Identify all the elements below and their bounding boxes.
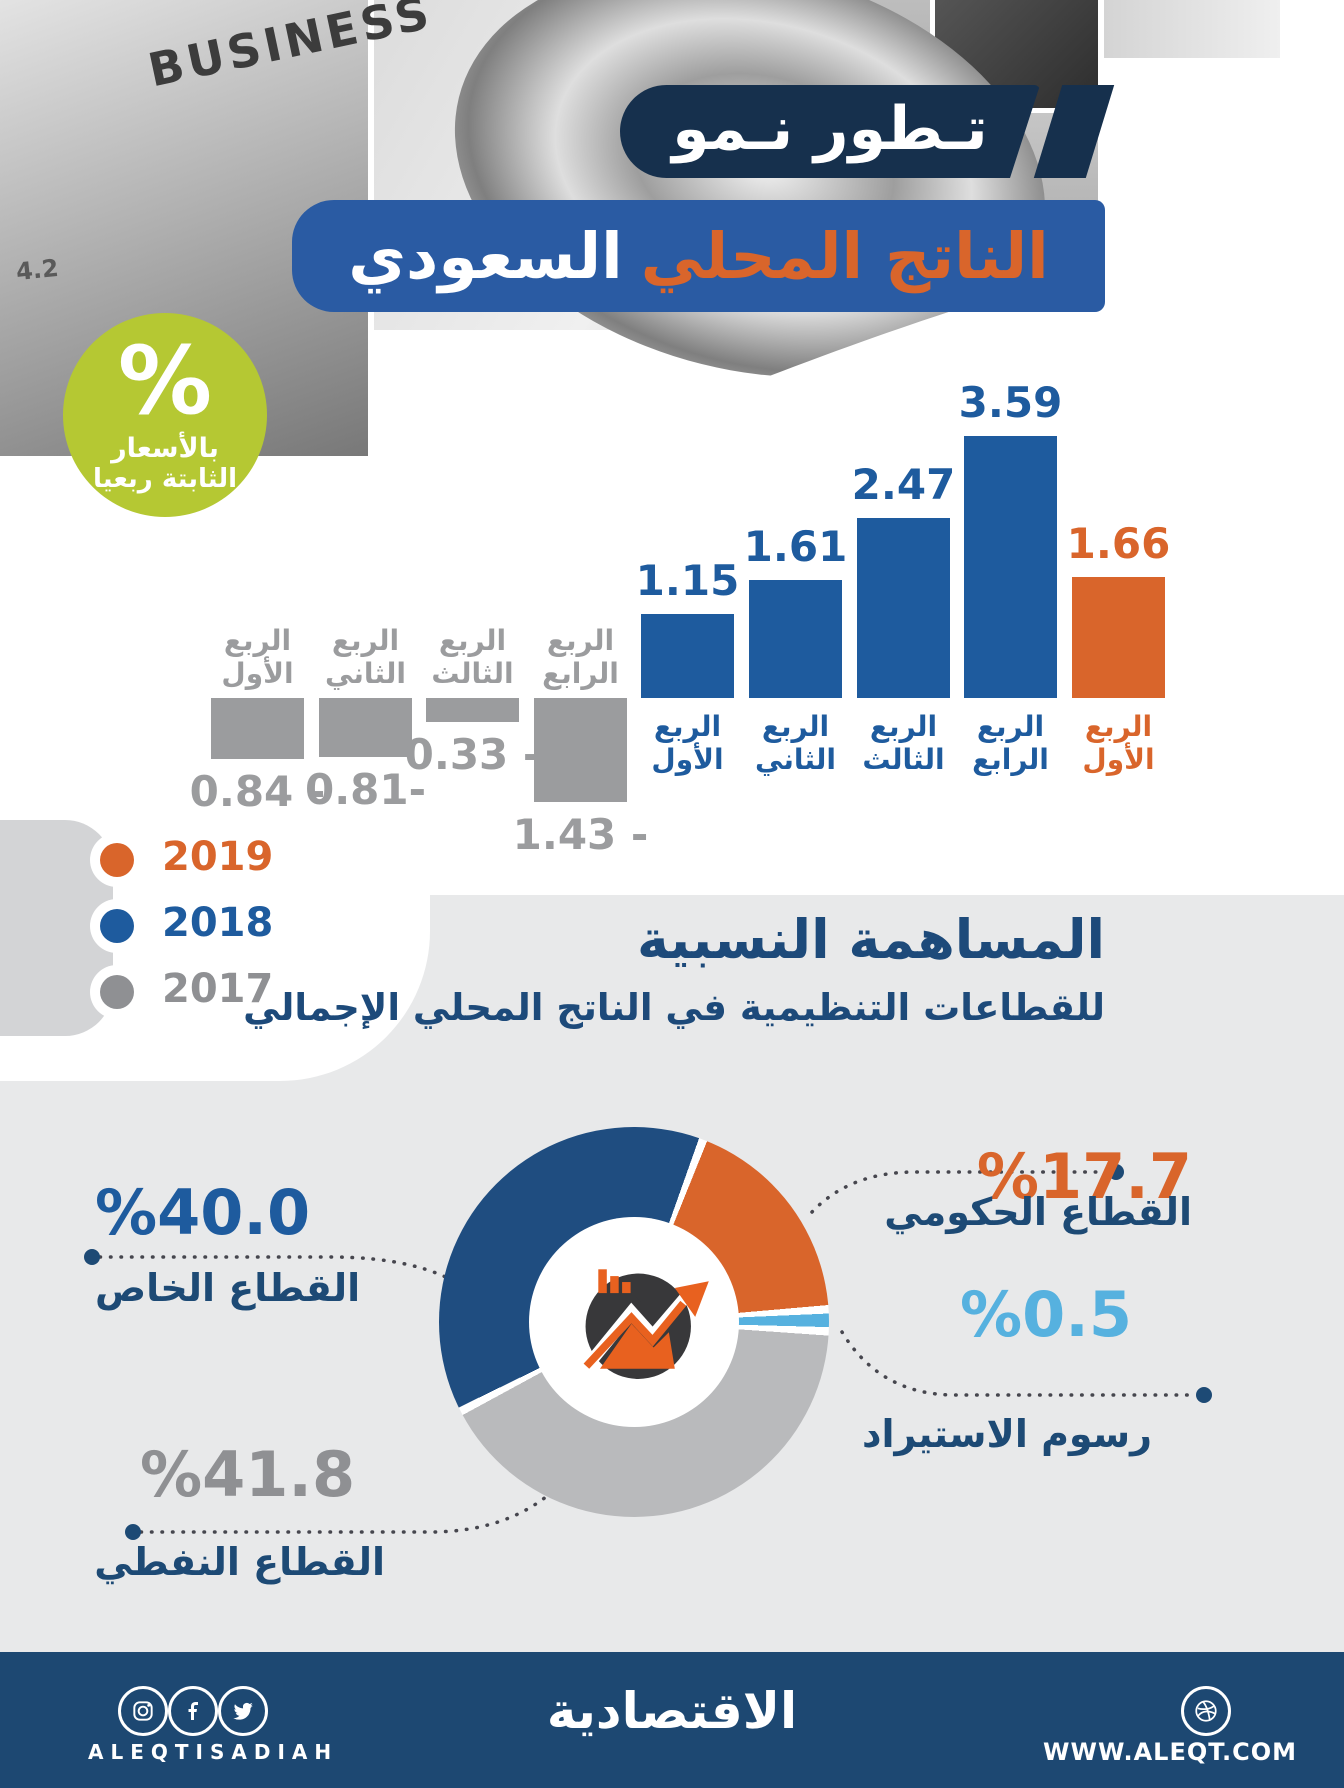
legend-dot-2017 xyxy=(100,975,134,1009)
connector-oil xyxy=(139,1490,554,1534)
bar xyxy=(857,518,950,698)
instagram-icon[interactable] xyxy=(118,1686,168,1736)
title-line-1: تـطور نـمو xyxy=(672,93,988,164)
bar-category-label: الربع الأول xyxy=(1082,710,1155,777)
badge-note-line2: الثابتة ربعيا xyxy=(92,464,238,494)
bar-value-label: 0.81- xyxy=(304,765,427,814)
bar-category-label: الربع الثالث xyxy=(431,623,514,690)
brand-chart-logo-icon xyxy=(583,1269,709,1379)
import-duties-percent: %0.5 xyxy=(960,1278,1132,1351)
oil-sector-percent: %41.8 xyxy=(140,1438,356,1511)
import-duties-label: رسوم الاستيراد xyxy=(861,1412,1152,1456)
bar xyxy=(211,698,304,759)
bar-value-label: 1.15 xyxy=(635,556,740,605)
donut-center xyxy=(529,1217,739,1427)
bar-value-label: 1.61 xyxy=(743,522,848,571)
bar xyxy=(534,698,627,802)
bar-value-label: 0.84 - xyxy=(189,767,326,816)
bar-category-label: الربع الرابع xyxy=(542,623,619,690)
connector-dot-import xyxy=(1196,1387,1212,1403)
bar-value-label: 0.33 - xyxy=(404,730,541,779)
section2-title: المساهمة النسبية xyxy=(636,908,1105,971)
bar-category-label: الربع الرابع xyxy=(972,710,1049,777)
percent-symbol: % xyxy=(117,327,213,436)
twitter-icon[interactable] xyxy=(218,1686,268,1736)
title-line-2-orange: الناتج المحلي xyxy=(640,219,1049,293)
title-line-2-white: السعودي xyxy=(348,219,623,293)
government-sector-percent: %17.7 xyxy=(976,1140,1192,1213)
facebook-icon[interactable] xyxy=(168,1686,218,1736)
legend-dot-2018 xyxy=(100,909,134,943)
brand-logo-arabic: الاقتصادية xyxy=(546,1682,798,1740)
bar-value-label: 1.66 xyxy=(1066,519,1171,568)
bar xyxy=(319,698,412,757)
section2-subtitle: للقطاعات التنظيمية في الناتج المحلي الإج… xyxy=(243,986,1105,1029)
private-sector-percent: %40.0 xyxy=(95,1176,311,1249)
legend-label-2017: 2017 xyxy=(162,966,274,1012)
bar-value-label: 1.43 - xyxy=(512,810,649,859)
photo-tile xyxy=(1104,0,1280,58)
bar-category-label: الربع الأول xyxy=(221,623,294,690)
badge-note-line1: بالأسعار xyxy=(111,433,219,464)
connector-import xyxy=(840,1330,1198,1397)
bar-category-label: الربع الثاني xyxy=(325,623,406,690)
government-sector-label: القطاع الحكومي xyxy=(884,1190,1192,1234)
percent-badge: % بالأسعار الثابتة ربعيا xyxy=(63,313,267,517)
connector-dot-government xyxy=(1108,1164,1124,1180)
bar xyxy=(426,698,519,722)
bar-value-label: 3.59 xyxy=(958,378,1063,427)
dribbble-icon[interactable] xyxy=(1181,1686,1231,1736)
bar-category-label: الربع الأول xyxy=(651,710,724,777)
bar-category-label: الربع الثالث xyxy=(862,710,945,777)
legend-label-2018: 2018 xyxy=(162,900,274,946)
title-banner-1: تـطور نـمو xyxy=(620,85,1040,178)
title-banner-2: الناتج المحلي السعودي xyxy=(292,200,1105,312)
legend-label-2019: 2019 xyxy=(162,834,274,880)
brand-name-latin: ALEQTISADIAH xyxy=(88,1740,339,1764)
bar xyxy=(964,436,1057,698)
bar-value-label: 2.47 xyxy=(851,460,956,509)
private-sector-label: القطاع الخاص xyxy=(95,1266,361,1310)
oil-sector-label: القطاع النفطي xyxy=(94,1540,385,1584)
bar xyxy=(749,580,842,698)
bar xyxy=(1072,577,1165,698)
bar-category-label: الربع الثاني xyxy=(755,710,836,777)
connector-dot-oil xyxy=(125,1524,141,1540)
bar xyxy=(641,614,734,698)
website-url[interactable]: WWW.ALEQT.COM xyxy=(1043,1738,1297,1766)
connector-dot-private xyxy=(84,1249,100,1265)
donut-chart xyxy=(439,1127,829,1517)
legend-dot-2019 xyxy=(100,843,134,877)
